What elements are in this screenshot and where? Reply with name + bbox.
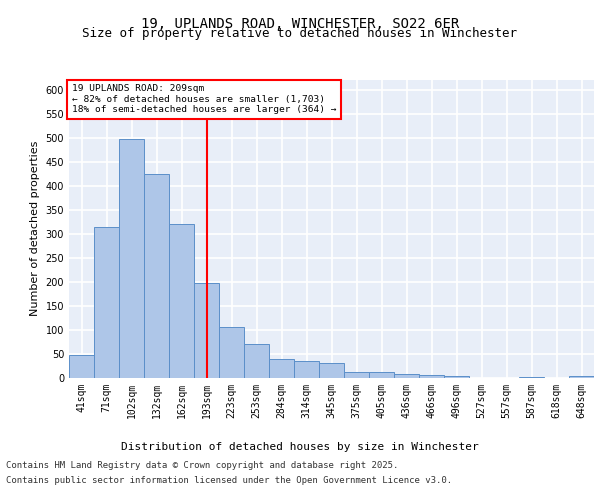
Y-axis label: Number of detached properties: Number of detached properties <box>30 141 40 316</box>
Bar <box>369 372 394 378</box>
Text: 19 UPLANDS ROAD: 209sqm
← 82% of detached houses are smaller (1,703)
18% of semi: 19 UPLANDS ROAD: 209sqm ← 82% of detache… <box>71 84 336 114</box>
Bar <box>444 376 469 378</box>
Text: Size of property relative to detached houses in Winchester: Size of property relative to detached ho… <box>83 28 517 40</box>
Text: 19, UPLANDS ROAD, WINCHESTER, SO22 6ER: 19, UPLANDS ROAD, WINCHESTER, SO22 6ER <box>141 18 459 32</box>
Bar <box>194 284 219 378</box>
Bar <box>344 372 369 378</box>
Bar <box>519 376 544 378</box>
Bar <box>394 374 419 378</box>
Bar <box>219 327 244 378</box>
Text: Contains HM Land Registry data © Crown copyright and database right 2025.: Contains HM Land Registry data © Crown c… <box>6 461 398 470</box>
Bar <box>569 376 594 378</box>
Bar <box>294 361 319 378</box>
Bar <box>94 227 119 378</box>
Text: Distribution of detached houses by size in Winchester: Distribution of detached houses by size … <box>121 442 479 452</box>
Bar <box>144 174 169 378</box>
Bar <box>419 374 444 378</box>
Bar <box>244 344 269 378</box>
Text: Contains public sector information licensed under the Open Government Licence v3: Contains public sector information licen… <box>6 476 452 485</box>
Bar <box>119 139 144 378</box>
Bar <box>69 355 94 378</box>
Bar <box>319 363 344 378</box>
Bar <box>269 360 294 378</box>
Bar <box>169 224 194 378</box>
